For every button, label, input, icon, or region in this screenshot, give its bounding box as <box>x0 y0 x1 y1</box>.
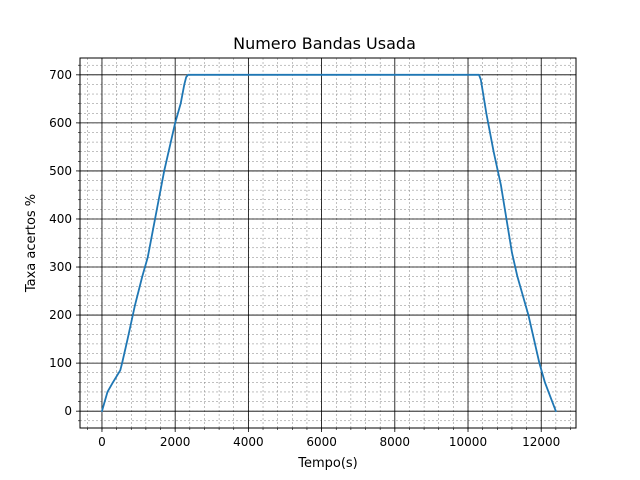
x-tick-label: 12000 <box>522 435 560 449</box>
x-tick-label: 4000 <box>233 435 264 449</box>
y-tick-label: 400 <box>49 212 72 226</box>
y-tick-label: 500 <box>49 164 72 178</box>
plot-background <box>80 58 576 428</box>
x-tick-label: 6000 <box>306 435 337 449</box>
x-tick-label: 0 <box>98 435 106 449</box>
plot-frame <box>79 57 577 429</box>
y-tick-label: 700 <box>49 68 72 82</box>
ticks-layer: 0 2000 4000 6000 8000 10000 12000 0 100 200 300 400… <box>49 64 571 449</box>
x-tick-label: 10000 <box>449 435 487 449</box>
y-tick-label: 100 <box>49 356 72 370</box>
x-axis-label: Tempo(s) <box>297 456 358 471</box>
chart-title: Numero Bandas Usada <box>233 34 416 53</box>
x-tick-label: 2000 <box>160 435 191 449</box>
y-axis-label: Taxa acertos % <box>24 194 39 293</box>
x-tick-label: 8000 <box>380 435 411 449</box>
major-grid <box>80 58 576 428</box>
series-line <box>101 73 557 413</box>
y-tick-label: 200 <box>49 308 72 322</box>
y-tick-label: 600 <box>49 116 72 130</box>
y-tick-label: 300 <box>49 260 72 274</box>
plot-area: 0 2000 4000 6000 8000 10000 12000 0 100 200 300 400… <box>49 57 577 449</box>
y-tick-label: 0 <box>64 404 72 418</box>
series-layer <box>101 73 557 413</box>
